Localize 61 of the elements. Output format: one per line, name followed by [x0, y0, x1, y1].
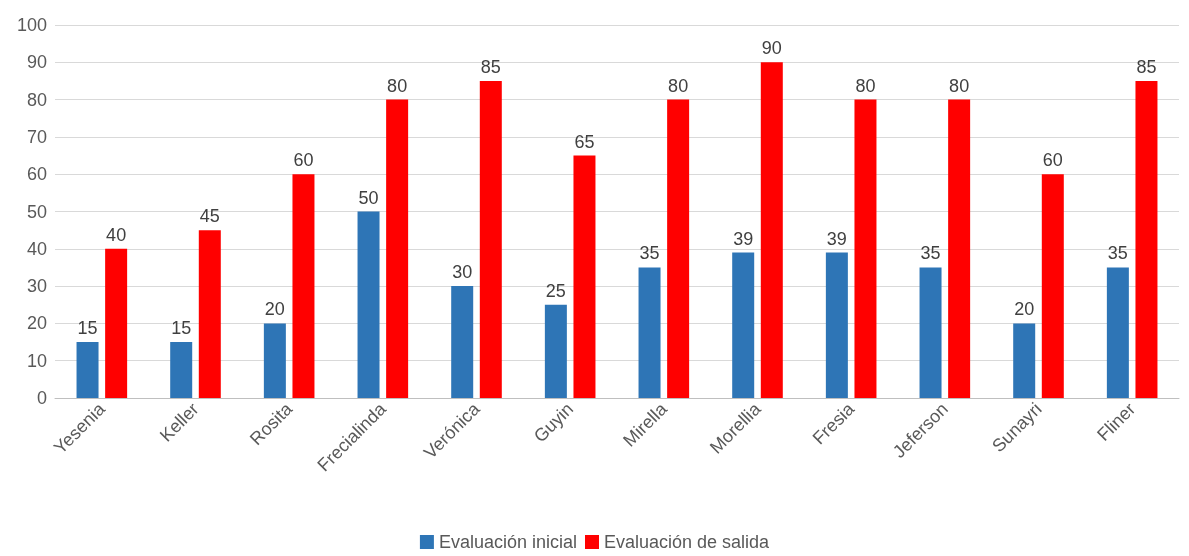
data-label: 80: [855, 75, 876, 96]
bar: [292, 174, 315, 398]
data-label: 85: [1136, 56, 1157, 77]
legend-label: Evaluación inicial: [438, 532, 577, 552]
y-tick-label: 30: [26, 276, 47, 297]
data-label: 39: [826, 228, 847, 249]
bar: [357, 211, 380, 398]
data-label: 25: [545, 280, 566, 301]
bar: [1041, 174, 1064, 398]
data-label: 80: [668, 75, 689, 96]
data-label: 50: [358, 187, 379, 208]
bar: [1135, 80, 1158, 398]
bar: [544, 304, 567, 398]
data-label: 35: [1107, 243, 1128, 264]
bar: [638, 267, 661, 398]
bar: [825, 252, 848, 398]
y-tick-label: 90: [26, 52, 47, 73]
bar: [573, 155, 596, 398]
bar: [105, 248, 128, 398]
legend-label: Evaluación de salida: [603, 532, 771, 552]
data-label: 90: [761, 38, 782, 59]
bar: [263, 323, 286, 398]
bar: [451, 286, 474, 398]
data-label: 35: [639, 243, 660, 264]
bar: [919, 267, 942, 398]
bar: [667, 99, 690, 398]
bar: [854, 99, 877, 398]
data-label: 20: [264, 299, 285, 320]
data-label: 65: [574, 131, 595, 152]
y-tick-label: 50: [26, 201, 47, 222]
data-label: 15: [171, 318, 192, 339]
data-label: 15: [77, 318, 98, 339]
bar: [479, 80, 502, 398]
y-tick-label: 60: [26, 164, 47, 185]
y-tick-label: 70: [26, 126, 47, 147]
data-label: 40: [106, 224, 127, 245]
bar: [760, 62, 783, 398]
data-label: 80: [387, 75, 408, 96]
data-label: 20: [1014, 299, 1035, 320]
bar: [198, 230, 221, 398]
data-label: 35: [920, 243, 941, 264]
bar: [386, 99, 409, 398]
bar: [170, 342, 193, 398]
bar: [1013, 323, 1036, 398]
bar: [1106, 267, 1129, 398]
data-label: 80: [949, 75, 970, 96]
y-tick-label: 80: [26, 89, 47, 110]
bar: [948, 99, 971, 398]
data-label: 60: [1042, 150, 1063, 171]
y-tick-label: 20: [26, 313, 47, 334]
y-tick-label: 40: [26, 238, 47, 259]
y-tick-label: 10: [26, 350, 47, 371]
y-tick-label: 0: [36, 388, 47, 408]
bar: [732, 252, 755, 398]
data-label: 39: [733, 228, 754, 249]
bar: [76, 342, 99, 398]
y-tick-label: 100: [16, 15, 47, 35]
data-label: 30: [452, 262, 473, 283]
data-label: 60: [293, 150, 314, 171]
data-label: 85: [480, 56, 501, 77]
data-label: 45: [199, 206, 220, 227]
